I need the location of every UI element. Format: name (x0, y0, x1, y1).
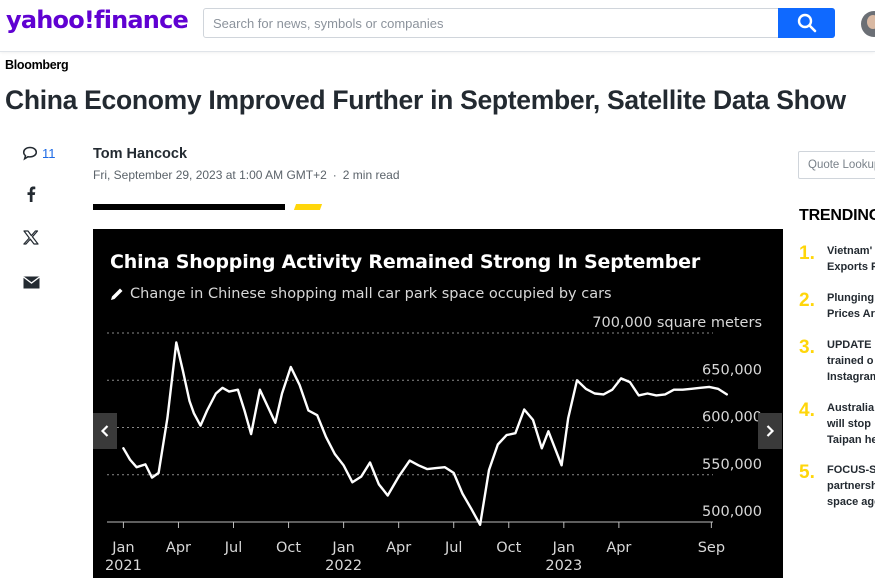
share-email-button[interactable] (23, 276, 40, 294)
search-input[interactable] (204, 9, 778, 37)
y-tick-label: 500,000 (702, 504, 762, 520)
pencil-icon (111, 288, 123, 300)
chevron-right-icon (766, 425, 775, 437)
trending-headline: Australia will stop Taipan he (827, 402, 875, 446)
line-chart: 700,000 square meters 650,000 600,000 550,0… (105, 315, 762, 574)
x-tick-label: Oct (276, 540, 301, 556)
comment-count: 11 (42, 145, 56, 161)
x-tick-year-label: 2021 (105, 558, 142, 574)
x-tick-label: Jul (444, 540, 463, 556)
share-facebook-button[interactable] (26, 186, 36, 207)
chart-card: China Shopping Activity Remained Strong … (93, 229, 783, 578)
x-tick-label: Jan (111, 540, 134, 556)
x-tick-label: Apr (606, 540, 631, 556)
trending-rank: 1. (799, 243, 815, 264)
trending-headline: Vietnam' Exports F (827, 245, 875, 273)
mail-icon (23, 276, 40, 289)
trending-rank: 2. (799, 290, 815, 311)
y-tick-label: 700,000 square meters (592, 315, 762, 331)
x-tick-year-label: 2022 (325, 558, 362, 574)
byline-divider-accent (293, 204, 323, 210)
carousel-prev-button[interactable] (93, 413, 117, 449)
x-tick-label: Jan (331, 540, 354, 556)
user-avatar[interactable] (861, 11, 875, 37)
x-tick-label: Apr (166, 540, 191, 556)
trending-headline: FOCUS-S partnersh space age (827, 464, 875, 508)
carousel-next-button[interactable] (758, 413, 782, 449)
top-navigation-bar: yahoo!finance (0, 0, 875, 52)
search-box (203, 8, 835, 38)
x-tick-label: Apr (386, 540, 411, 556)
facebook-icon (27, 186, 36, 202)
trending-headline: UPDATE 1 trained o Instagram (827, 339, 875, 383)
comments-button[interactable]: 11 (22, 142, 62, 164)
byline-divider (93, 204, 285, 210)
search-icon (797, 13, 816, 33)
search-button[interactable] (778, 8, 835, 38)
x-tick-label: Jan (552, 540, 575, 556)
trending-rank: 5. (799, 462, 815, 483)
y-tick-label: 550,000 (702, 457, 762, 473)
series-line (122, 341, 728, 526)
yahoo-finance-logo[interactable]: yahoo!finance (6, 6, 189, 34)
chevron-left-icon (100, 425, 109, 437)
publish-date: Fri, September 29, 2023 at 1:00 AM GMT+2 (93, 168, 327, 182)
trending-heading: TRENDING (799, 207, 875, 224)
chart-subtitle: Change in Chinese shopping mall car park… (130, 286, 612, 302)
article-source[interactable]: Bloomberg (5, 58, 69, 72)
article-headline: China Economy Improved Further in Septem… (5, 85, 846, 115)
y-tick-label: 650,000 (702, 362, 762, 378)
meta-separator: · (332, 168, 337, 182)
trending-rank: 3. (799, 337, 815, 358)
x-icon (23, 230, 39, 245)
x-tick-label: Sep (698, 540, 725, 556)
trending-headline: Plunging Prices Ar (827, 292, 875, 320)
read-time: 2 min read (342, 168, 400, 182)
social-share-bar: 11 (22, 142, 62, 289)
trending-rank: 4. (799, 400, 815, 421)
x-tick-label: Jul (224, 540, 243, 556)
share-x-button[interactable] (23, 230, 39, 250)
x-tick-label: Oct (496, 540, 521, 556)
y-tick-label: 600,000 (702, 410, 762, 426)
chart-title: China Shopping Activity Remained Strong … (110, 251, 701, 273)
quote-lookup-input[interactable] (798, 151, 875, 179)
comment-icon (22, 146, 38, 160)
x-tick-year-label: 2023 (545, 558, 582, 574)
author-name[interactable]: Tom Hancock (93, 146, 188, 162)
article-meta: Fri, September 29, 2023 at 1:00 AM GMT+2… (93, 168, 400, 182)
